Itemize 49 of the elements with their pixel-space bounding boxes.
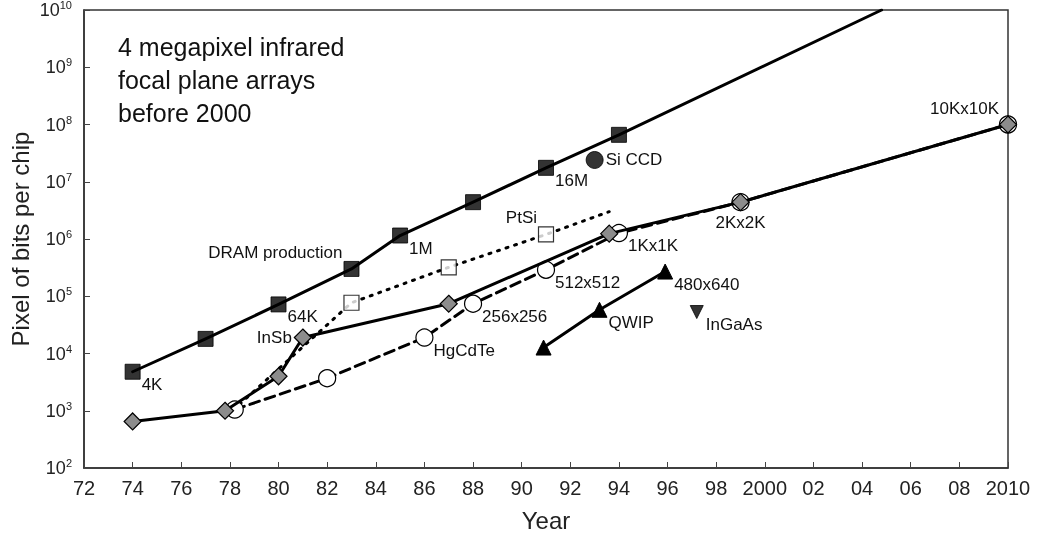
x-tick-label: 2000 [742,477,788,499]
x-tick-label: 2010 [985,477,1031,499]
x-axis-title: Year [521,506,571,534]
x-tick-label: 84 [364,477,387,499]
y-tick-label: 10$^{9}$ [45,56,72,78]
y-tick-label: 10$^{7}$ [45,171,72,192]
x-tick-label: 88 [461,477,485,499]
x-tick-label: 78 [218,477,242,499]
y-tick-label: 10$^{6}$ [45,228,72,249]
annotation: 1M [409,238,433,258]
y-tick-label: 10$^{3}$ [45,400,72,421]
annotation: 256x256 [482,306,548,326]
annotation: 1Kx1K [627,236,679,256]
annotation: 10Kx10K [930,98,1000,118]
annotation: 4 megapixel infrared focal plane arrays before 2000 [118,32,352,127]
x-tick-label: 82 [316,477,339,499]
x-tick-label: 92 [559,477,582,499]
x-tick-label: 72 [72,477,96,499]
annotation: DRAM production [208,242,343,262]
annotation: QWIP [608,312,654,332]
x-tick-label: 76 [170,477,193,499]
annotation: PtSi [505,208,538,228]
x-tick-label: 08 [948,477,971,499]
x-tick-label: 04 [850,477,874,499]
x-tick-label: 80 [267,477,290,499]
x-tick-label: 90 [510,477,533,499]
y-tick-label: 10$^{10}$ [39,0,72,20]
y-tick-label: 10$^{4}$ [45,342,72,364]
annotation: 512x512 [555,272,621,292]
x-tick-label: 86 [413,477,436,499]
x-tick-label: 96 [656,477,679,499]
x-tick-label: 02 [802,477,825,499]
x-tick-label: 74 [121,477,144,499]
y-tick-label: 10$^{8}$ [45,113,72,135]
y-tick-label: 10$^{5}$ [45,285,72,307]
annotation: 480x640 [674,274,740,294]
annotation: 4K [141,374,164,394]
x-tick-label: 98 [705,477,728,499]
annotation: 16M [555,170,589,190]
y-tick-label: 10$^{2}$ [45,457,72,478]
x-tick-label: 94 [607,477,631,499]
annotation: HgCdTe [433,340,495,360]
y-axis-title: Pixel of bits per chip [6,131,34,347]
annotation: 64K [287,307,319,327]
annotation: InSb [256,328,292,348]
x-tick-label: 06 [899,477,922,499]
annotation: 2Kx2K [715,213,767,233]
annotation: InGaAs [705,315,763,335]
annotation: Si CCD [605,150,663,170]
